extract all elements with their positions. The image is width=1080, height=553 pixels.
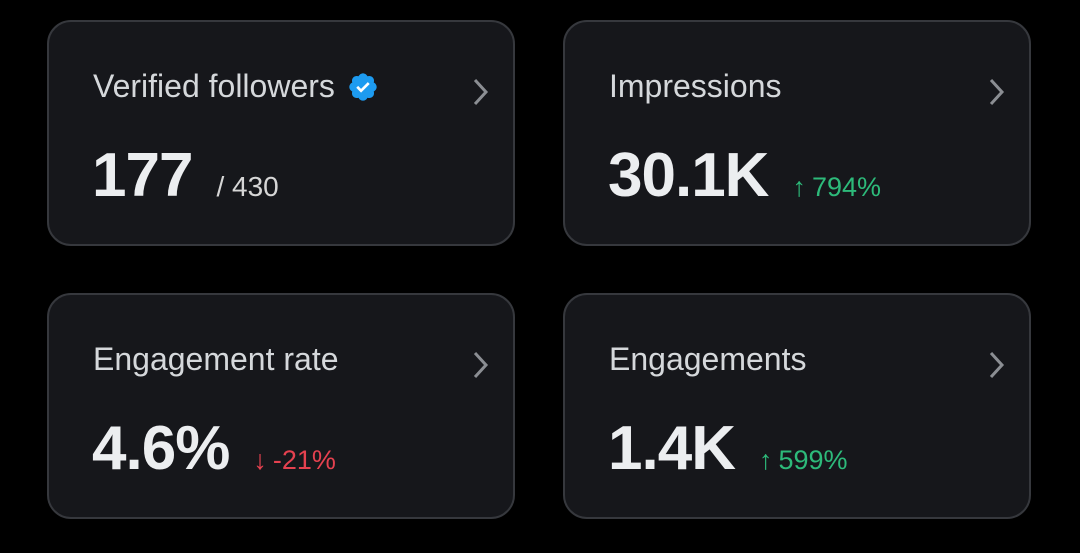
card-title: Impressions	[609, 68, 782, 104]
delta-arrow: ↑	[792, 172, 806, 202]
stat-card[interactable]: Verified followers 177 / 430	[47, 20, 515, 246]
card-value: 177	[92, 141, 193, 210]
card-title-row: Verified followers	[93, 68, 379, 105]
card-value: 30.1K	[608, 141, 769, 210]
card-title-row: Engagements	[609, 341, 806, 378]
card-value: 4.6%	[92, 414, 230, 483]
delta-text: 599%	[778, 445, 848, 475]
delta-text: -21%	[272, 445, 336, 475]
value-row: 30.1K ↑ 794%	[608, 140, 881, 211]
value-row: 4.6% ↓ -21%	[92, 413, 336, 484]
stat-card[interactable]: Impressions 30.1K ↑ 794%	[563, 20, 1031, 246]
chevron	[473, 351, 489, 379]
chevron	[989, 351, 1005, 379]
stat-card[interactable]: Engagement rate 4.6% ↓ -21%	[47, 293, 515, 519]
verified-badge	[349, 72, 377, 101]
chevron	[473, 78, 489, 106]
card-title-row: Impressions	[609, 68, 782, 105]
card-value: 1.4K	[608, 414, 736, 483]
card-delta: ↑ 794%	[792, 172, 881, 203]
card-title: Engagements	[609, 341, 807, 377]
value-row: 177 / 430	[92, 140, 279, 211]
card-title: Engagement rate	[93, 341, 339, 377]
delta-arrow: ↓	[253, 445, 267, 475]
stat-card[interactable]: Engagements 1.4K ↑ 599%	[563, 293, 1031, 519]
card-delta: ↓ -21%	[253, 445, 336, 476]
delta-text: 794%	[811, 172, 882, 202]
card-delta: ↑ 599%	[759, 445, 848, 476]
value-row: 1.4K ↑ 599%	[608, 413, 848, 484]
delta-arrow: ↑	[758, 445, 773, 475]
chevron	[989, 78, 1005, 106]
card-title-row: Engagement rate	[93, 341, 339, 378]
card-total: / 430	[216, 171, 279, 202]
card-title: Verified followers	[93, 68, 335, 104]
